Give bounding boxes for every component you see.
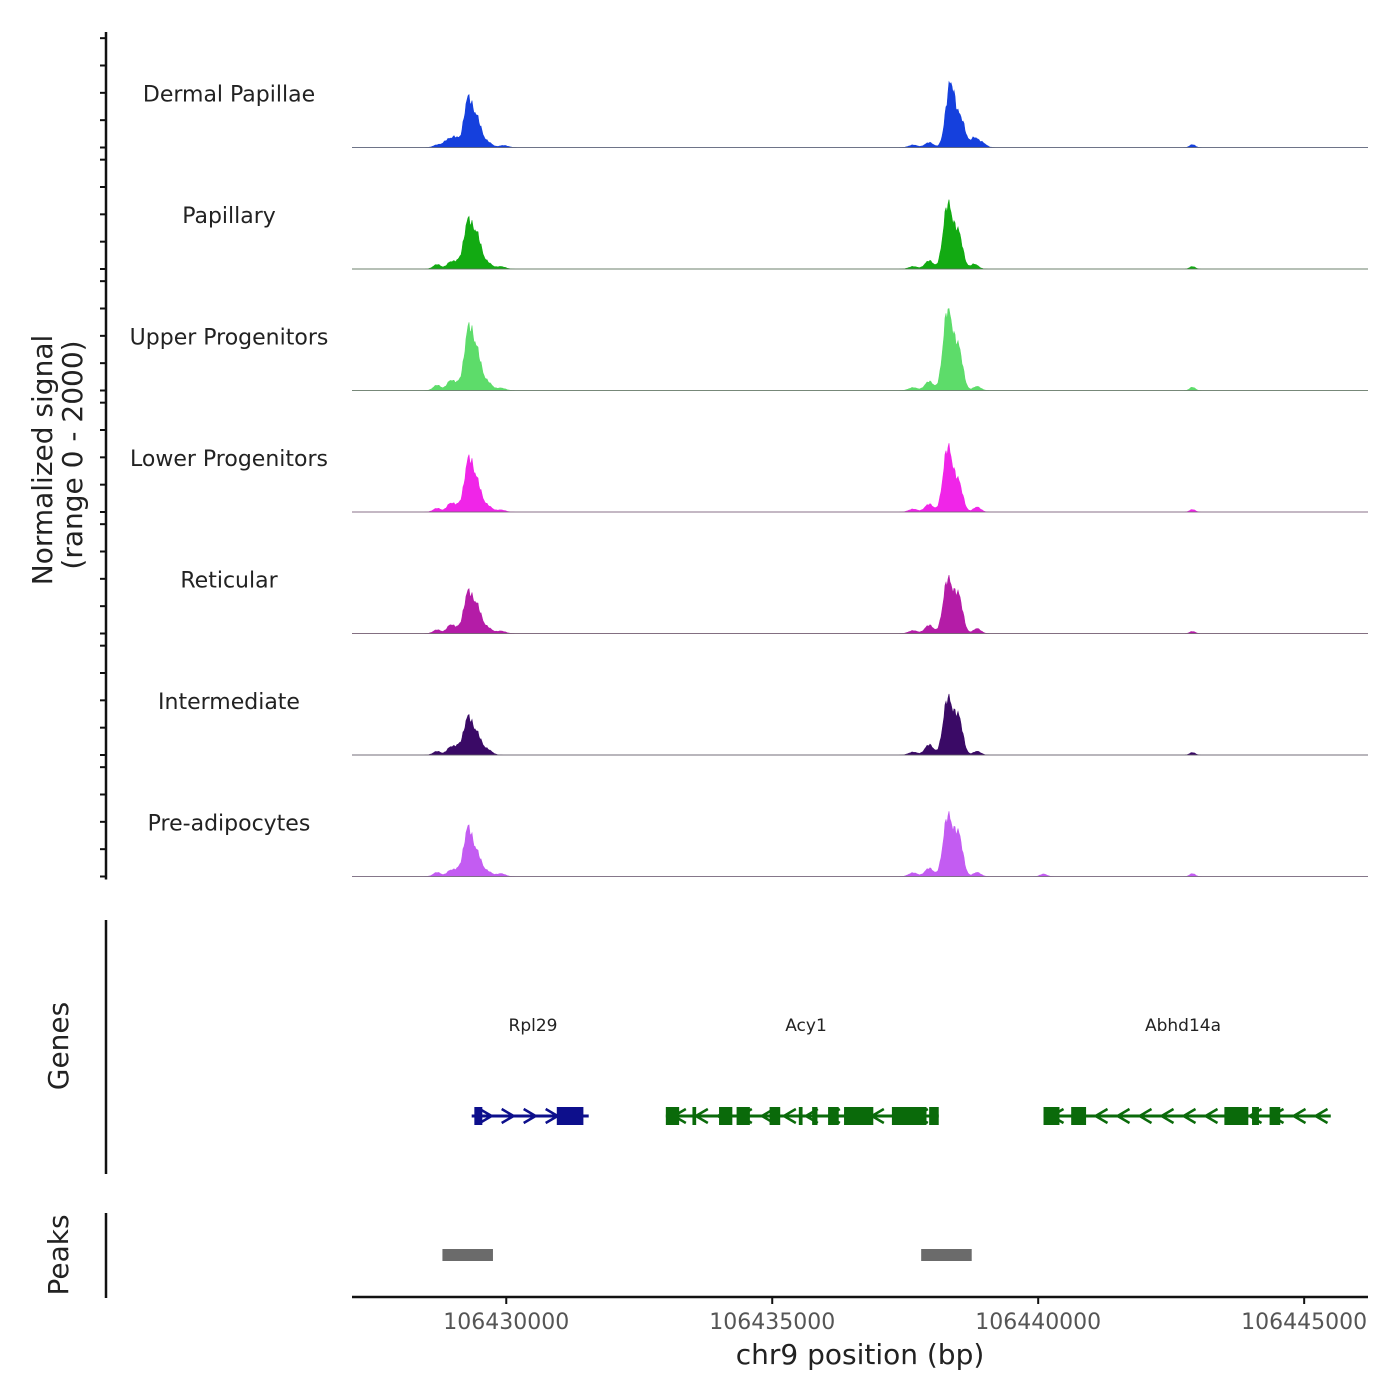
gene-exon	[665, 1107, 680, 1125]
signal-area	[352, 199, 1368, 270]
gene-exon	[1043, 1107, 1060, 1125]
gene-exon	[1071, 1107, 1087, 1125]
strand-arrow	[501, 1107, 517, 1125]
x-axis: 106430000 106435000 106440000 106445000	[352, 1295, 1368, 1335]
x-tick-label: 106435000	[709, 1310, 835, 1335]
x-axis-title: chr9 position (bp)	[736, 1338, 985, 1371]
coverage-track	[352, 693, 1368, 756]
gene-exon	[891, 1107, 927, 1125]
signal-y-axis	[100, 32, 108, 880]
strand-arrow	[1203, 1107, 1219, 1125]
y-axis-range-label: (range 0 - 2000)	[56, 340, 89, 569]
gene-name-label: Acy1	[785, 1016, 827, 1036]
strand-arrow	[781, 1107, 797, 1125]
track-label: Reticular	[180, 569, 278, 594]
peak-region-bar	[442, 1249, 493, 1261]
gene-exon	[1252, 1107, 1259, 1125]
gene-name-label: Rpl29	[509, 1016, 558, 1036]
strand-arrow	[1291, 1107, 1307, 1125]
track-labels: Dermal Papillae Papillary Upper Progenitor…	[130, 83, 329, 837]
gene-exon	[812, 1107, 818, 1125]
track-label: Intermediate	[158, 690, 300, 715]
signal-area	[352, 693, 1368, 756]
peaks-panel	[104, 1213, 972, 1298]
signal-area	[352, 443, 1368, 513]
coverage-track	[352, 443, 1368, 513]
gene-exon	[474, 1107, 483, 1125]
track-label: Lower Progenitors	[130, 447, 328, 472]
genes-panel: Rpl29 Acy1 Abhd14a	[104, 920, 1331, 1174]
gene-exon	[692, 1107, 697, 1125]
peaks-panel-label: Peaks	[42, 1214, 75, 1295]
strand-arrow	[479, 1107, 495, 1125]
coverage-track	[352, 199, 1368, 270]
strand-arrow	[1115, 1107, 1131, 1125]
strand-arrow	[1137, 1107, 1153, 1125]
gene-exon	[929, 1107, 939, 1125]
gene-model: Rpl29	[471, 1016, 589, 1125]
gene-exon	[769, 1107, 781, 1125]
signal-area	[352, 574, 1368, 634]
x-tick-label: 106445000	[1241, 1310, 1367, 1335]
peak-region-bar	[921, 1249, 972, 1261]
genes-panel-label: Genes	[42, 1002, 75, 1090]
signal-area	[352, 811, 1368, 877]
gene-exon	[798, 1107, 803, 1125]
coverage-track	[352, 80, 1368, 148]
gene-exon	[1224, 1107, 1249, 1125]
coverage-track	[352, 308, 1368, 391]
gene-exon	[556, 1107, 584, 1125]
signal-area	[352, 80, 1368, 148]
strand-arrow	[523, 1107, 539, 1125]
track-label: Papillary	[182, 204, 276, 229]
x-tick-label: 106440000	[975, 1310, 1101, 1335]
gene-name-label: Abhd14a	[1145, 1016, 1221, 1036]
strand-arrow	[1159, 1107, 1175, 1125]
coverage-tracks	[352, 80, 1368, 877]
gene-exon	[719, 1107, 733, 1125]
gene-exon	[828, 1107, 839, 1125]
gene-model: Acy1	[665, 1016, 939, 1125]
coverage-track	[352, 574, 1368, 634]
track-label: Pre-adipocytes	[148, 812, 311, 837]
track-label: Dermal Papillae	[143, 83, 315, 108]
coverage-track	[352, 811, 1368, 877]
strand-arrow	[1093, 1107, 1109, 1125]
signal-area	[352, 308, 1368, 391]
strand-arrow	[1313, 1107, 1329, 1125]
x-tick-label: 106430000	[443, 1310, 569, 1335]
gene-exon	[736, 1107, 750, 1125]
track-label: Upper Progenitors	[130, 326, 329, 351]
gene-exon	[1269, 1107, 1281, 1125]
gene-exon	[844, 1107, 874, 1125]
strand-arrow	[1181, 1107, 1197, 1125]
y-axis-title: Normalized signal	[26, 335, 59, 586]
gene-model: Abhd14a	[1043, 1016, 1331, 1125]
